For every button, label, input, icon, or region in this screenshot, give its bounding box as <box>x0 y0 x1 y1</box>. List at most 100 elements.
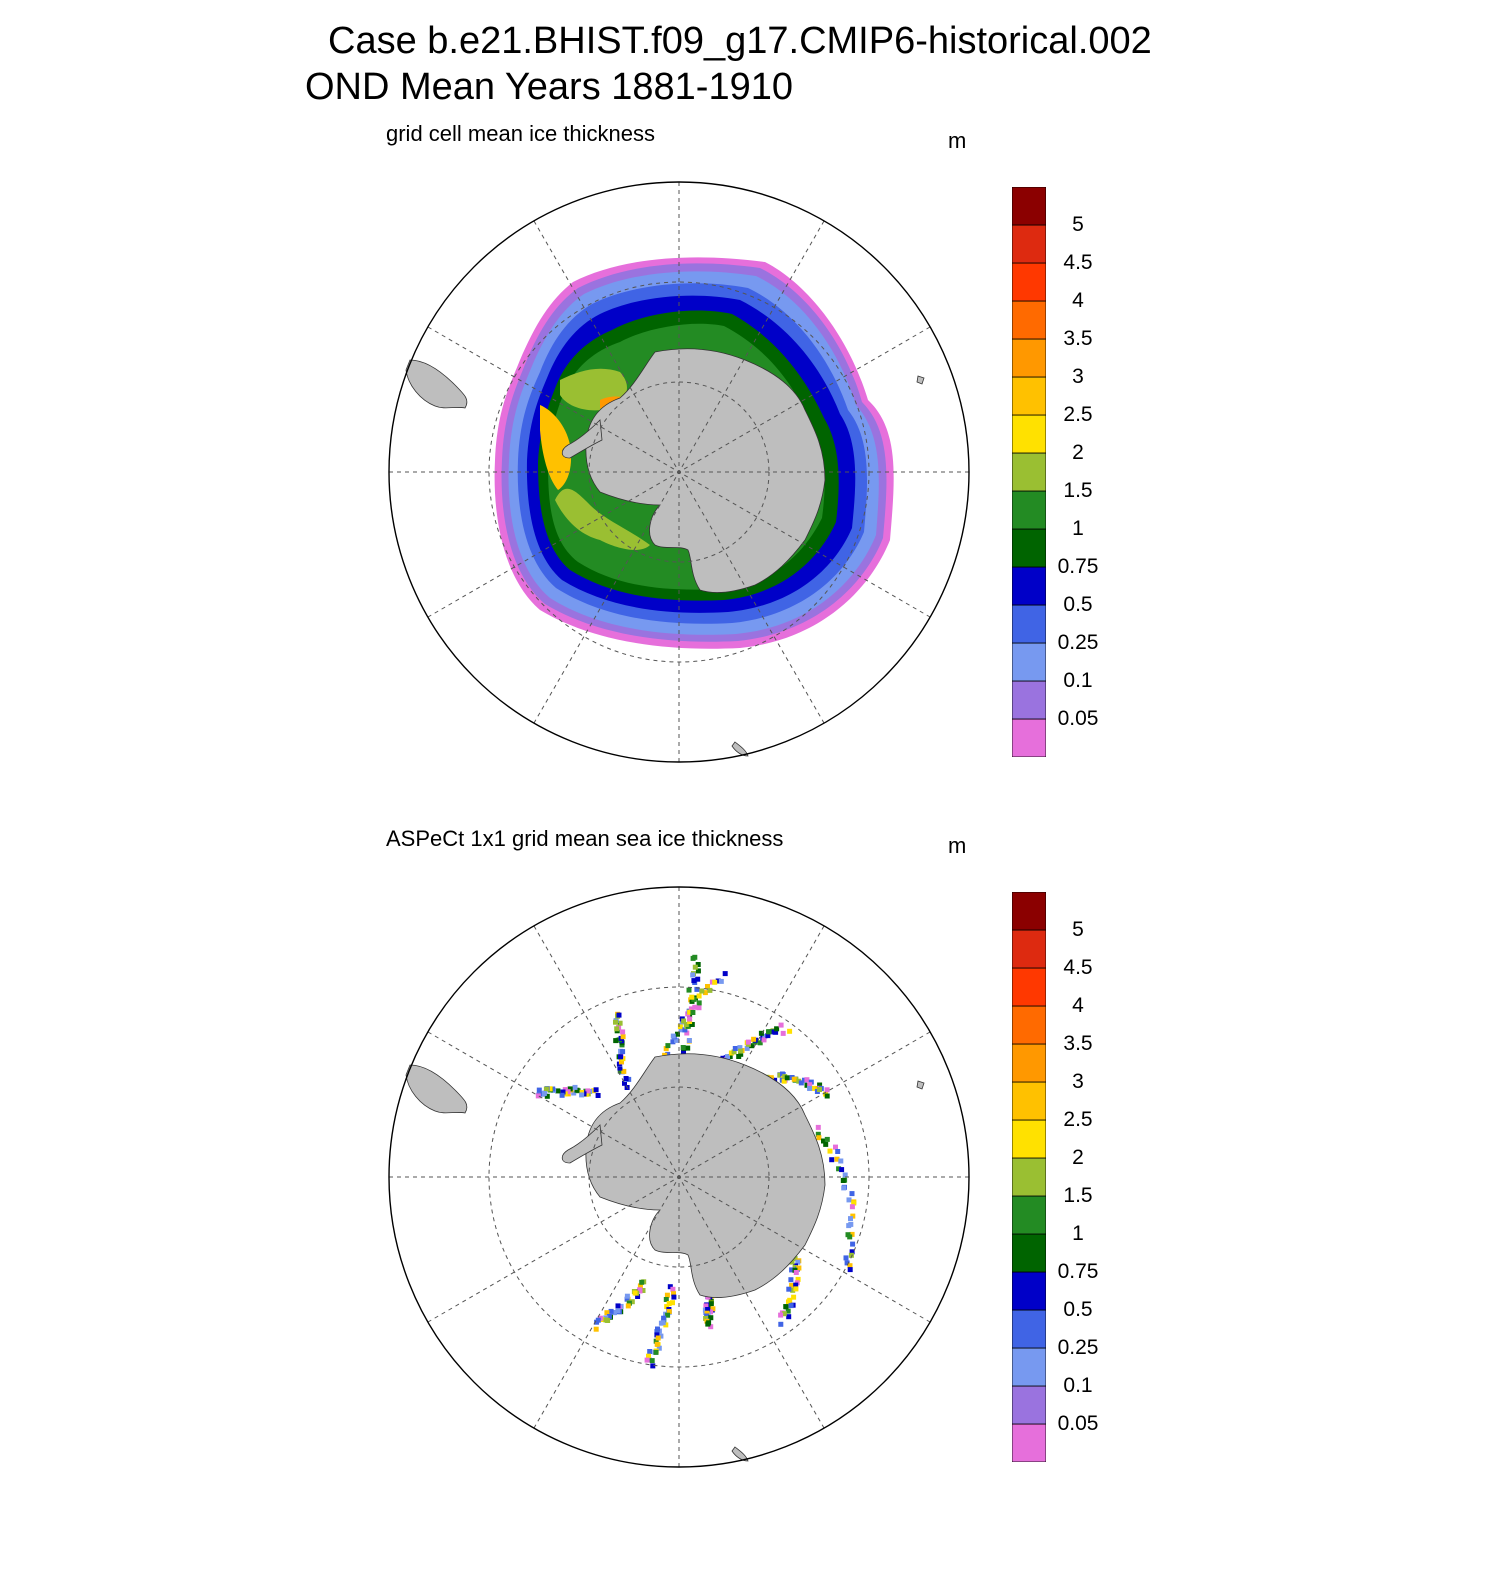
track-cell <box>777 1072 783 1078</box>
colorbar-swatch <box>1012 967 1046 1007</box>
track-cell <box>658 1333 664 1339</box>
track-cell <box>807 1086 813 1091</box>
track-cell <box>574 1087 580 1093</box>
track-cell <box>543 1086 549 1092</box>
track-cell <box>841 1185 847 1191</box>
colorbar-swatch <box>1012 680 1046 720</box>
track-cell <box>749 1043 755 1049</box>
track-cell <box>804 1082 810 1088</box>
track-cell <box>689 1022 695 1027</box>
new-zealand <box>731 1446 749 1462</box>
colorbar-tick-label: 2 <box>1072 441 1084 464</box>
track-cell <box>687 1016 693 1022</box>
track-cell <box>843 1255 849 1261</box>
track-cell <box>544 1093 550 1099</box>
track-cell <box>745 1039 751 1045</box>
colorbar-swatch <box>1012 929 1046 969</box>
track-cell <box>824 1093 830 1099</box>
track-cell <box>608 1308 614 1314</box>
track-cell <box>727 1054 733 1059</box>
colorbar-tick-label: 0.25 <box>1057 1336 1099 1359</box>
track-cell <box>840 1178 846 1183</box>
track-cell <box>619 1059 624 1065</box>
track-cell <box>834 1156 840 1162</box>
track-cell <box>792 1256 798 1262</box>
south-america <box>405 359 468 409</box>
track-cell <box>835 1149 841 1154</box>
track-cell <box>611 1310 617 1316</box>
track-cell <box>616 1012 622 1018</box>
track-cell <box>761 1037 767 1043</box>
track-cell <box>639 1279 645 1285</box>
track-cell <box>778 1321 784 1327</box>
track-cell <box>613 1019 618 1025</box>
track-cell <box>791 1076 797 1082</box>
track-cell <box>681 1049 686 1055</box>
track-cell <box>737 1045 743 1051</box>
track-cell <box>670 1286 676 1292</box>
colorbar-swatch <box>1012 1119 1046 1159</box>
track-cell <box>688 1006 694 1012</box>
antarctica-land <box>405 348 925 757</box>
colorbar-tick-label: 3.5 <box>1063 327 1093 350</box>
colorbar-tick-label: 0.25 <box>1057 631 1099 654</box>
colorbar-swatch <box>1012 262 1046 302</box>
colorbar-tick-label: 3 <box>1072 1070 1084 1093</box>
colorbar-tick-label: 5 <box>1072 918 1084 941</box>
track-cell <box>784 1075 790 1081</box>
track-cell <box>665 1051 671 1057</box>
colorbar-swatch <box>1012 1271 1046 1311</box>
colorbar-swatch <box>1012 452 1046 492</box>
colorbar-tick-label: 0.05 <box>1057 707 1099 730</box>
colorbar-tick-label: 0.1 <box>1063 669 1093 692</box>
track-cell <box>774 1026 780 1032</box>
map-boundary <box>388 181 970 763</box>
track-cell <box>849 1204 855 1210</box>
panel2-unit: m <box>948 833 967 858</box>
colorbar-swatch <box>1012 1005 1046 1045</box>
colorbar-swatch <box>1012 376 1046 416</box>
track-cell <box>847 1263 853 1269</box>
track-cell <box>694 986 700 992</box>
track-cell <box>815 1131 821 1137</box>
track-cell <box>656 1345 662 1351</box>
track-cell <box>541 1091 547 1096</box>
track-cell <box>560 1089 566 1095</box>
track-cell <box>757 1040 763 1046</box>
track-cell <box>654 1332 660 1338</box>
track-cell <box>681 1018 687 1024</box>
track-cell <box>703 1315 709 1321</box>
track-cell <box>535 1093 541 1099</box>
track-cell <box>707 987 713 993</box>
islands <box>916 375 925 385</box>
colorbar-swatch <box>1012 187 1046 226</box>
track-cell <box>781 1311 787 1317</box>
colorbar-swatch <box>1012 490 1046 530</box>
track-cell <box>695 968 701 974</box>
track-cell <box>829 1157 835 1163</box>
track-cell <box>710 1306 716 1312</box>
track-cell <box>780 1030 786 1036</box>
track-cell <box>699 988 705 994</box>
track-cell <box>620 1049 626 1055</box>
new-zealand <box>731 741 749 757</box>
track-cell <box>680 1045 686 1050</box>
track-cell <box>762 1033 768 1039</box>
track-cell <box>579 1092 585 1098</box>
track-cell <box>705 984 710 989</box>
track-cell <box>555 1088 561 1094</box>
ice-band-thick-peninsula <box>540 405 572 490</box>
track-cell <box>783 1304 789 1310</box>
track-cell <box>786 1314 792 1320</box>
track-cell <box>725 1054 730 1060</box>
antarctica <box>585 348 826 593</box>
panel2-title: ASPeCt 1x1 grid mean sea ice thickness <box>386 826 784 851</box>
track-cell <box>660 1320 666 1326</box>
track-cell <box>848 1216 853 1222</box>
track-cell <box>661 1315 667 1321</box>
track-cell <box>650 1363 656 1369</box>
track-cell <box>704 1310 710 1316</box>
colorbar-swatch <box>1012 566 1046 606</box>
track-cell <box>821 1138 826 1144</box>
panel1-unit: m <box>948 128 967 153</box>
